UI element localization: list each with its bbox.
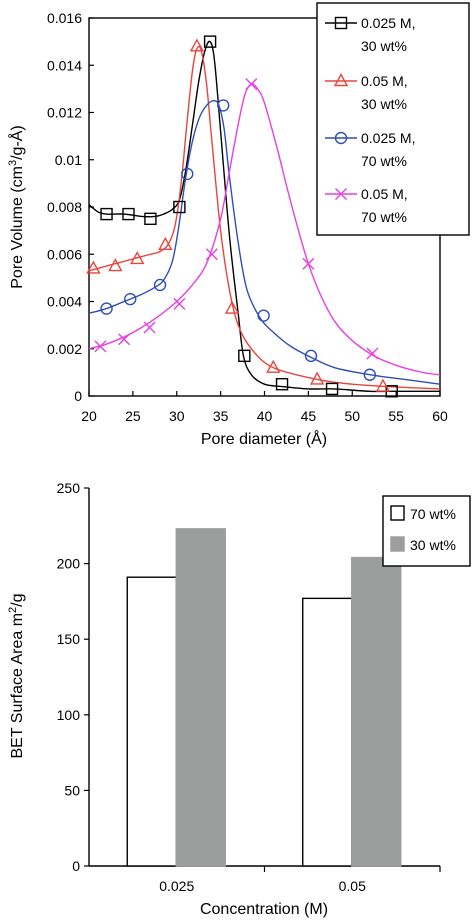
pore-series-3-point (143, 321, 156, 334)
pore-y-tick-label: 0.01 (55, 152, 82, 168)
bet-x-axis-title: Concentration (M) (200, 901, 328, 918)
pore-series-2-point (153, 278, 167, 292)
bet-legend-swatch-1 (390, 536, 405, 552)
bet-bar-0-0 (126, 576, 177, 867)
bet-y-tick-label: 200 (57, 556, 81, 572)
legend-label-3-line2: 70 wt% (361, 209, 407, 225)
pore-series-1-point (108, 258, 123, 272)
pore-series-0-point (325, 382, 339, 396)
pore-series-1-point (266, 359, 281, 373)
pore-series-2-point (304, 349, 318, 363)
pore-series-3-point (366, 347, 379, 360)
pore-series-2-point (181, 167, 194, 181)
pore-y-tick-label: 0.008 (47, 199, 82, 215)
pore-series-markers (86, 35, 398, 398)
legend-label-3: 0.05 M, (361, 186, 408, 202)
pore-legend: 0.025 M, 30 wt% 0.05 M, 30 wt% 0.025 M, 70 wt… (316, 2, 470, 236)
legend-label-0: 0.025 M, (361, 15, 415, 31)
pore-series-line-1 (88, 45, 441, 390)
pore-series-1-point (375, 378, 391, 392)
bet-legend-label-0: 70 wt% (410, 506, 456, 522)
pore-series-2-point (100, 302, 113, 315)
pore-series-0-point (275, 377, 289, 391)
pore-x-tick-label: 60 (432, 408, 448, 424)
bet-legend: 70 wt% 30 wt% (382, 495, 471, 567)
pore-series-1-point (86, 260, 101, 274)
pore-series-0-point (122, 207, 135, 221)
bet-bar-0-1 (175, 528, 226, 867)
pore-series-3-point (302, 257, 315, 270)
pore-y-tick-label: 0.016 (47, 10, 82, 26)
pore-series-1-point (309, 371, 325, 385)
pore-series-1-point (189, 38, 205, 52)
pore-x-tick-label: 50 (344, 408, 360, 424)
pore-y-tick-label: 0 (74, 388, 82, 404)
pore-volume-chart: 20 25 30 35 40 45 50 55 60 0 0.002 0.004 0.006 0.008 0… (7, 2, 470, 448)
bet-y-tick-label: 0 (72, 858, 80, 874)
bet-legend-entries: 70 wt% 30 wt% (390, 505, 456, 553)
pore-x-tick-label: 20 (81, 408, 97, 424)
legend-marker-2 (334, 131, 348, 145)
pore-series-1-point (224, 300, 240, 314)
pore-series-0-point (173, 200, 186, 214)
pore-series-line-0 (88, 40, 440, 393)
bet-y-tick-label: 100 (57, 707, 81, 723)
legend-label-1: 0.05 M, (361, 73, 408, 89)
pore-series-2-point (217, 99, 230, 112)
pore-x-tick-label: 40 (257, 408, 273, 424)
bet-legend-swatch-0 (390, 505, 405, 521)
pore-x-tick-label: 55 (388, 408, 404, 424)
pore-x-tick-label: 30 (169, 408, 185, 424)
legend-marker-0 (334, 16, 348, 30)
legend-label-2-line2: 70 wt% (361, 153, 407, 169)
bet-bars (126, 528, 402, 867)
bet-y-axis-title: BET Surface Area m2/g (7, 593, 26, 758)
bet-x-tick-label: 0.025 (159, 878, 194, 894)
bet-y-tick-label: 150 (57, 631, 81, 647)
bet-y-tick-label: 250 (57, 480, 81, 496)
pore-series-0-point (100, 207, 113, 221)
pore-series-1-point (158, 236, 173, 251)
pore-x-tick-label: 25 (125, 408, 141, 424)
pore-series-0-point (238, 349, 251, 363)
pore-series-0-point (144, 212, 157, 226)
pore-series-2-point (124, 292, 137, 306)
pore-y-tick-label: 0.002 (47, 341, 82, 357)
pore-series-3-point (245, 78, 258, 91)
bet-axes: 0 50 100 150 200 250 0.025 0.05 (57, 480, 441, 894)
pore-series-line-2 (88, 99, 441, 385)
bet-bar-1-1 (351, 556, 402, 867)
bet-bar-1-0 (302, 597, 353, 867)
pore-legend-entries: 0.025 M, 30 wt% 0.05 M, 30 wt% 0.025 M, 70 wt… (325, 15, 415, 225)
pore-y-tick-label: 0.014 (47, 57, 82, 73)
bet-x-tick-label: 0.05 (339, 878, 366, 894)
pore-series-0-point (203, 35, 217, 48)
pore-series-3-point (94, 340, 107, 353)
bet-legend-label-1: 30 wt% (410, 537, 456, 553)
pore-x-tick-label: 45 (301, 408, 317, 424)
bet-y-tick-label: 50 (64, 782, 80, 798)
legend-label-1-line2: 30 wt% (361, 96, 407, 112)
legend-label-2: 0.025 M, (361, 130, 415, 146)
pore-x-axis-title: Pore diameter (Å) (201, 429, 327, 448)
pore-series-3-point (118, 333, 131, 346)
pore-y-axis-title: Pore Volume (cm3/g-Å) (7, 125, 26, 289)
pore-series-1-point (130, 251, 145, 265)
legend-marker-3 (335, 188, 347, 200)
pore-x-tick-label: 35 (213, 408, 229, 424)
pore-y-tick-label: 0.004 (47, 294, 82, 310)
pore-series-2-point (363, 368, 376, 381)
pore-axes: 20 25 30 35 40 45 50 55 60 0 0.002 0.004 0.006 0.008 0… (47, 10, 448, 424)
pore-y-tick-label: 0.006 (47, 246, 82, 262)
pore-series-3-point (205, 248, 218, 261)
pore-legend-box (316, 2, 470, 236)
legend-marker-1 (333, 73, 349, 87)
legend-label-0-line2: 30 wt% (361, 38, 407, 54)
pore-y-tick-label: 0.012 (47, 105, 82, 121)
pore-series-2-point (257, 309, 270, 322)
bet-surface-chart: 0 50 100 150 200 250 0.025 0.05 Concentration (… (7, 480, 471, 918)
pore-series-3-point (173, 297, 186, 310)
